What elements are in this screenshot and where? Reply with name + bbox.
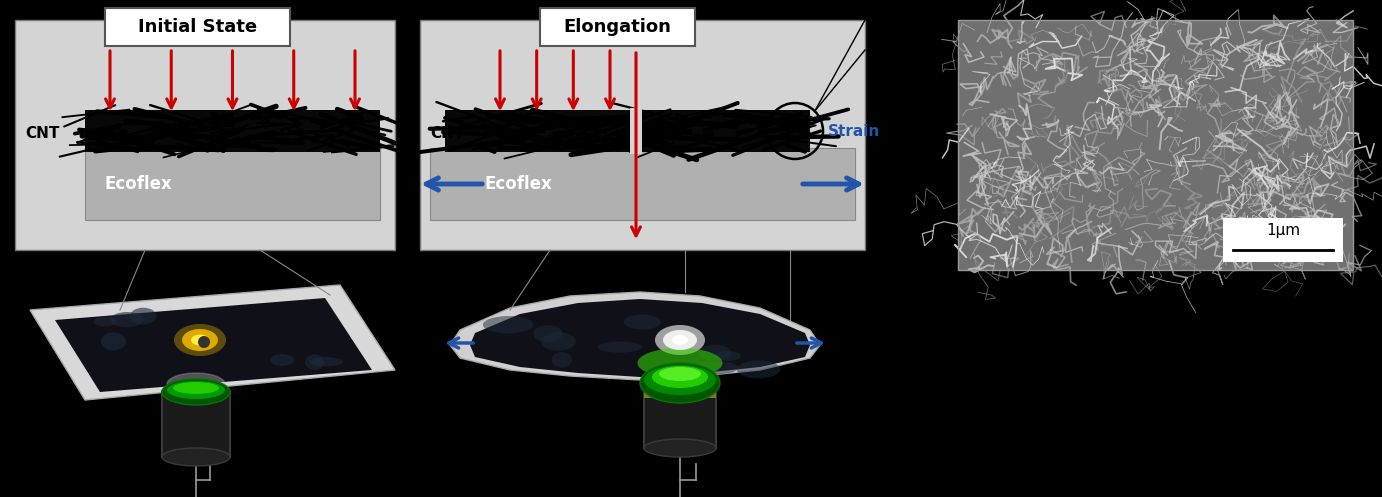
Ellipse shape <box>652 366 708 388</box>
Ellipse shape <box>737 360 781 378</box>
Bar <box>644 388 716 398</box>
Ellipse shape <box>533 325 562 342</box>
Bar <box>445 110 810 152</box>
Ellipse shape <box>650 364 710 384</box>
Bar <box>162 392 229 457</box>
Ellipse shape <box>94 317 116 327</box>
Bar <box>1223 218 1343 262</box>
Text: Ecoflex: Ecoflex <box>105 175 173 193</box>
Ellipse shape <box>714 351 741 361</box>
Ellipse shape <box>193 335 209 348</box>
Bar <box>420 20 865 250</box>
Ellipse shape <box>271 354 294 366</box>
Ellipse shape <box>182 329 218 351</box>
Ellipse shape <box>162 379 229 405</box>
Bar <box>86 110 380 152</box>
Ellipse shape <box>672 335 688 345</box>
Ellipse shape <box>130 308 156 325</box>
Text: CNT: CNT <box>25 126 59 141</box>
Ellipse shape <box>597 341 643 353</box>
Bar <box>15 20 395 250</box>
Ellipse shape <box>191 334 209 345</box>
Ellipse shape <box>551 352 572 367</box>
Ellipse shape <box>655 325 705 355</box>
Ellipse shape <box>644 439 716 457</box>
Bar <box>644 388 716 448</box>
Circle shape <box>198 336 210 348</box>
Ellipse shape <box>167 373 225 395</box>
Bar <box>540 8 695 46</box>
Ellipse shape <box>310 357 343 366</box>
Text: Initial State: Initial State <box>138 18 257 36</box>
Ellipse shape <box>623 315 661 330</box>
Text: CNT: CNT <box>430 126 464 141</box>
Bar <box>630 108 643 154</box>
Ellipse shape <box>644 378 716 398</box>
Text: 1μm: 1μm <box>1266 223 1300 238</box>
Ellipse shape <box>694 361 738 374</box>
Ellipse shape <box>663 330 697 350</box>
Ellipse shape <box>659 367 701 381</box>
Ellipse shape <box>162 383 229 401</box>
Ellipse shape <box>540 332 576 351</box>
Bar <box>958 20 1353 270</box>
Polygon shape <box>55 298 372 392</box>
Ellipse shape <box>173 382 218 394</box>
Bar <box>430 148 855 220</box>
Text: Ecoflex: Ecoflex <box>485 175 553 193</box>
Bar <box>958 20 1353 270</box>
Ellipse shape <box>305 354 325 370</box>
Text: Elongation: Elongation <box>564 18 672 36</box>
Ellipse shape <box>174 324 227 356</box>
Bar <box>105 8 290 46</box>
Polygon shape <box>470 299 810 377</box>
Ellipse shape <box>162 448 229 466</box>
Ellipse shape <box>167 381 225 399</box>
Ellipse shape <box>644 365 716 395</box>
Ellipse shape <box>111 312 144 327</box>
Bar <box>86 148 380 220</box>
Polygon shape <box>30 285 395 400</box>
Text: Strain: Strain <box>828 123 880 139</box>
Polygon shape <box>451 292 820 380</box>
Ellipse shape <box>482 316 533 333</box>
Ellipse shape <box>637 348 723 378</box>
Ellipse shape <box>101 332 126 350</box>
Ellipse shape <box>644 378 716 398</box>
Ellipse shape <box>698 345 732 361</box>
Ellipse shape <box>640 363 720 403</box>
